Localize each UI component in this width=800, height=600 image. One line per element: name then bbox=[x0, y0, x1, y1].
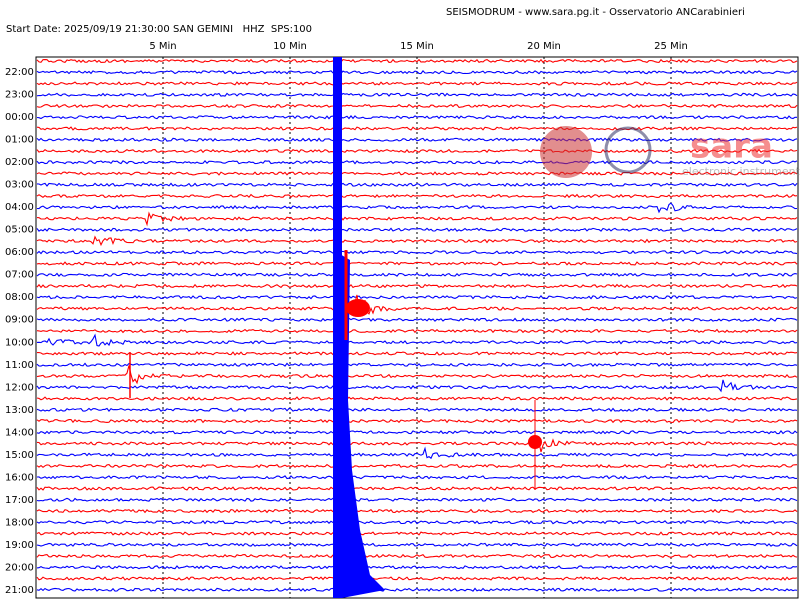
trace bbox=[36, 272, 798, 277]
trace bbox=[36, 250, 798, 255]
trace bbox=[36, 227, 798, 232]
row-label: 19:00 bbox=[5, 540, 34, 551]
row-label: 14:00 bbox=[5, 427, 34, 438]
trace bbox=[36, 115, 797, 120]
row-label: 20:00 bbox=[5, 562, 34, 573]
trace bbox=[36, 576, 798, 581]
trace bbox=[36, 171, 798, 176]
trace bbox=[36, 362, 798, 367]
row-label: 05:00 bbox=[5, 225, 34, 236]
start-info: Start Date: 2025/09/19 21:30:00 SAN GEMI… bbox=[6, 24, 312, 35]
trace bbox=[36, 211, 798, 227]
row-label: 15:00 bbox=[5, 450, 34, 461]
header-title: SEISMODRUM - www.sara.pg.it - Osservator… bbox=[446, 7, 745, 18]
trace bbox=[36, 396, 798, 401]
x-tick-label: 25 Min bbox=[654, 41, 688, 52]
trace bbox=[36, 283, 798, 289]
row-label: 10:00 bbox=[5, 337, 34, 348]
trace bbox=[36, 365, 798, 385]
row-label: 07:00 bbox=[5, 270, 34, 281]
trace bbox=[36, 295, 798, 300]
trace bbox=[36, 182, 798, 187]
row-label: 21:00 bbox=[5, 585, 34, 596]
trace bbox=[36, 587, 798, 592]
trace bbox=[36, 542, 798, 547]
traces bbox=[36, 57, 798, 598]
logo-emblem bbox=[604, 126, 652, 174]
trace bbox=[36, 486, 798, 491]
trace bbox=[36, 463, 798, 469]
trace bbox=[36, 92, 798, 97]
trace bbox=[36, 294, 798, 315]
trace bbox=[36, 193, 798, 199]
trace bbox=[36, 429, 798, 435]
x-tick-label: 5 Min bbox=[149, 41, 176, 52]
row-label: 23:00 bbox=[5, 90, 34, 101]
trace bbox=[36, 379, 798, 393]
row-label: 09:00 bbox=[5, 315, 34, 326]
trace bbox=[36, 497, 798, 502]
trace bbox=[36, 475, 797, 480]
trace bbox=[36, 148, 798, 154]
row-label: 08:00 bbox=[5, 292, 34, 303]
trace bbox=[36, 126, 798, 131]
row-label: 17:00 bbox=[5, 495, 34, 506]
logo-badge bbox=[540, 126, 592, 178]
logo-subtitle: electronic instruments bbox=[682, 165, 800, 178]
row-label: 22:00 bbox=[5, 67, 34, 78]
trace bbox=[36, 202, 798, 214]
trace bbox=[36, 103, 798, 109]
row-label: 03:00 bbox=[5, 180, 34, 191]
logo-brand: sara bbox=[690, 127, 773, 167]
trace bbox=[36, 418, 798, 424]
red-event bbox=[346, 299, 370, 317]
trace bbox=[36, 317, 798, 322]
trace bbox=[36, 58, 798, 64]
trace bbox=[36, 328, 798, 334]
row-label: 12:00 bbox=[5, 382, 34, 393]
row-label: 02:00 bbox=[5, 157, 34, 168]
trace bbox=[36, 261, 798, 266]
row-label: 00:00 bbox=[5, 112, 34, 123]
trace bbox=[36, 351, 798, 356]
row-label: 18:00 bbox=[5, 517, 34, 528]
trace bbox=[36, 333, 798, 347]
trace bbox=[36, 446, 797, 460]
trace bbox=[36, 520, 798, 525]
trace bbox=[36, 553, 798, 559]
trace bbox=[36, 407, 798, 412]
trace bbox=[36, 70, 798, 75]
trace bbox=[36, 160, 798, 165]
row-label: 06:00 bbox=[5, 247, 34, 258]
trace bbox=[36, 81, 798, 86]
row-label: 16:00 bbox=[5, 472, 34, 483]
overlay: sara electronic instruments bbox=[540, 126, 800, 178]
row-label: 13:00 bbox=[5, 405, 34, 416]
x-tick-label: 15 Min bbox=[400, 41, 434, 52]
row-label: 01:00 bbox=[5, 135, 34, 146]
x-tick-label: 10 Min bbox=[273, 41, 307, 52]
trace bbox=[36, 564, 798, 570]
trace bbox=[36, 531, 798, 536]
trace bbox=[36, 438, 798, 453]
trace bbox=[36, 137, 798, 142]
trace bbox=[36, 235, 798, 247]
row-label: 04:00 bbox=[5, 202, 34, 213]
trace bbox=[36, 508, 798, 514]
row-label: 11:00 bbox=[5, 360, 34, 371]
x-tick-label: 20 Min bbox=[527, 41, 561, 52]
